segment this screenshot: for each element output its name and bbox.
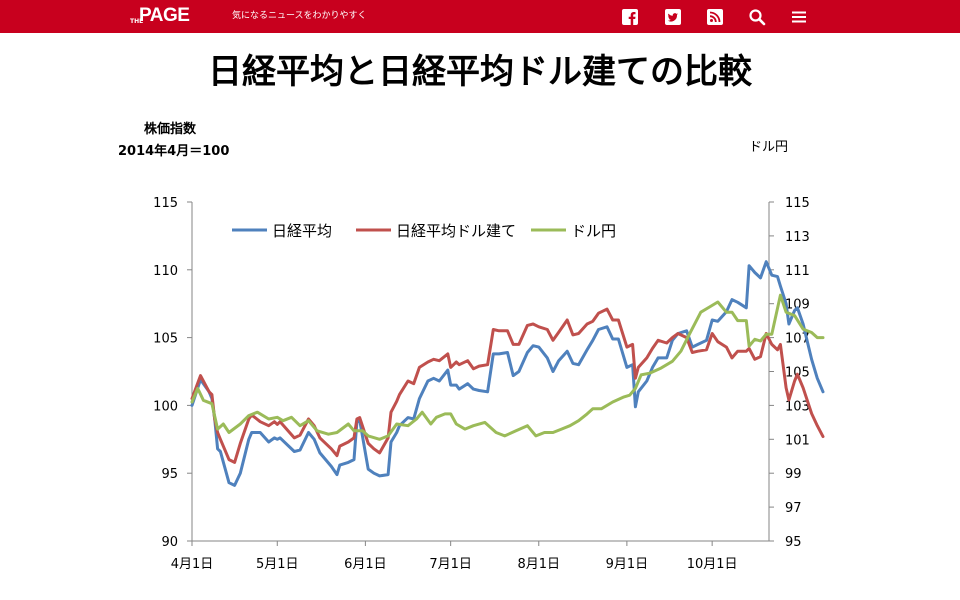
x-axis-tick-label: 10月1日 (687, 557, 738, 572)
right-axis-tick-label: 107 (785, 332, 810, 347)
menu-icon[interactable] (790, 8, 808, 26)
site-logo[interactable]: THE PAGE (130, 5, 190, 26)
right-axis-tick-label: 99 (785, 467, 802, 482)
right-axis-tick-label: 109 (785, 298, 810, 313)
legend-label-2: 日経平均ドル建て (396, 222, 516, 240)
x-axis-tick-label: 9月1日 (606, 557, 649, 572)
legend-label-3: ドル円 (571, 222, 616, 240)
left-axis-tick-label: 100 (153, 399, 178, 414)
left-axis-sublabel: 2014年4月＝100 (118, 144, 230, 159)
series-line-2 (190, 307, 825, 464)
chart-series (190, 260, 825, 487)
left-axis-tick-label: 115 (153, 196, 178, 211)
left-axis-label: 株価指数 (144, 122, 197, 137)
series-line-3 (190, 293, 825, 441)
right-axis-label: ドル円 (749, 140, 789, 155)
x-axis-tick-label: 6月1日 (344, 557, 387, 572)
left-axis-tick-label: 105 (153, 332, 178, 347)
chart-title: 日経平均と日経平均ドル建ての比較 (208, 52, 752, 92)
left-axis-tick-label: 110 (153, 264, 178, 279)
x-axis-tick-label: 4月1日 (171, 557, 214, 572)
right-axis-tick-label: 101 (785, 433, 810, 448)
x-axis-tick-label: 7月1日 (429, 557, 472, 572)
left-axis-tick-label: 90 (161, 535, 178, 550)
series-line-1 (190, 260, 825, 487)
right-axis-tick-label: 95 (785, 535, 802, 550)
facebook-icon[interactable] (621, 8, 639, 26)
logo-main-text: PAGE (139, 5, 190, 26)
x-axis-tick-label: 8月1日 (517, 557, 560, 572)
right-axis-tick-label: 111 (785, 264, 810, 279)
x-axis-tick-label: 5月1日 (256, 557, 299, 572)
top-navigation-bar: THE PAGE 気になるニュースをわかりやすく (0, 0, 960, 33)
chart-legend: 日経平均 日経平均ドル建て ドル円 (232, 222, 616, 240)
right-axis-tick-label: 97 (785, 501, 802, 516)
legend-label-1: 日経平均 (272, 222, 332, 240)
site-tagline: 気になるニュースをわかりやすく (232, 11, 367, 21)
right-axis-tick-label: 115 (785, 196, 810, 211)
rss-icon[interactable] (706, 8, 724, 26)
twitter-icon[interactable] (664, 8, 682, 26)
right-axis-tick-label: 113 (785, 230, 810, 245)
chart-axes: 9095100105110115959799101103105107109111… (153, 196, 810, 572)
right-axis-tick-label: 103 (785, 399, 810, 414)
logo-small-text: THE (130, 18, 144, 25)
left-axis-tick-label: 95 (161, 467, 178, 482)
search-icon[interactable] (748, 8, 766, 26)
